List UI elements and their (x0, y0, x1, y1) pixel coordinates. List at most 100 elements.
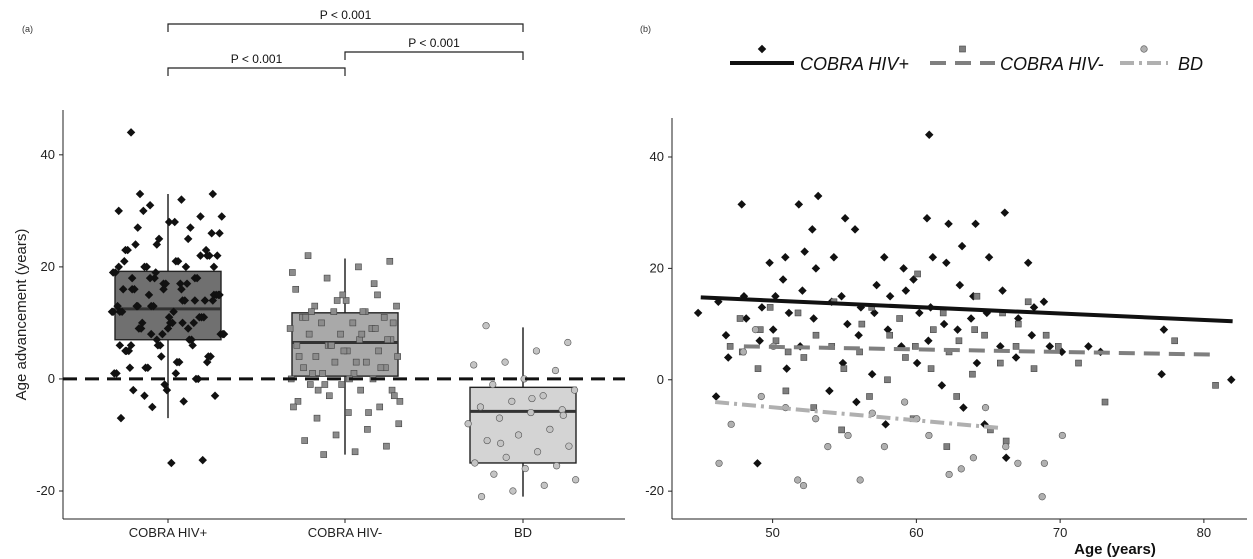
point-bd (509, 487, 517, 495)
point-hivneg (290, 403, 297, 411)
point-bd (540, 481, 548, 489)
scatter-point-diamond (1045, 342, 1054, 351)
point-bd (527, 408, 535, 417)
scatter-point-diamond (881, 420, 890, 429)
scatter-point-square (896, 315, 903, 322)
point-bd (521, 464, 529, 473)
legend-label: COBRA HIV- (1000, 54, 1104, 74)
point-hivpos (198, 455, 207, 465)
scatter-point-diamond (959, 403, 968, 412)
point-bd (528, 394, 536, 403)
scatter-point-diamond (1023, 258, 1033, 268)
point-bd (476, 403, 485, 411)
point-hivpos (207, 229, 216, 238)
point-hivpos (159, 285, 168, 294)
point-hivpos (152, 335, 162, 344)
point-hivneg (321, 381, 329, 388)
point-hivneg (328, 342, 335, 349)
point-hivneg (389, 319, 397, 327)
point-hivpos (112, 369, 121, 378)
point-hivneg (394, 353, 401, 360)
point-hivpos (202, 357, 212, 367)
point-hivneg (337, 330, 344, 338)
point-hivpos (115, 341, 125, 350)
point-hivpos (146, 329, 156, 339)
legend-label: BD (1178, 54, 1203, 74)
point-bd (495, 414, 504, 422)
point-hivneg (294, 398, 302, 405)
scatter-point-square (884, 376, 891, 384)
point-hivneg (289, 269, 296, 276)
x-tick-label-b: 70 (1053, 525, 1067, 540)
scatter-point-diamond (984, 252, 994, 262)
point-bd (559, 411, 567, 419)
scatter-point-diamond (1014, 314, 1023, 323)
point-hivpos (178, 318, 187, 328)
point-hivneg (311, 302, 319, 310)
point-hivpos (133, 301, 143, 311)
box-2 (469, 386, 577, 464)
point-hivpos (176, 279, 185, 288)
point-hivneg (383, 442, 390, 450)
significance-bracket (167, 23, 524, 32)
point-hivpos (215, 290, 224, 300)
scatter-point-diamond (953, 325, 962, 334)
scatter-point-diamond (781, 252, 790, 262)
scatter-point-diamond (996, 342, 1005, 351)
point-hivpos (144, 290, 154, 300)
point-hivneg (318, 319, 325, 327)
scatter-point-diamond (966, 314, 976, 323)
point-hivneg (362, 358, 370, 366)
scatter-point-diamond (922, 214, 932, 223)
scatter-point-square (766, 304, 774, 311)
scatter-point-diamond (1000, 208, 1010, 217)
point-hivpos (164, 313, 174, 322)
scatter-point-square (1030, 365, 1038, 372)
scatter-point-diamond (850, 225, 860, 234)
point-hivpos (155, 341, 165, 350)
point-bd (552, 462, 561, 470)
scatter-point-circle (1014, 459, 1022, 467)
scatter-point-diamond (867, 369, 877, 379)
point-bd (565, 442, 573, 450)
point-hivpos (213, 251, 222, 260)
point-hivneg (293, 342, 301, 349)
scatter-point-square (927, 365, 935, 372)
scatter-point-square (794, 309, 802, 317)
scatter-point-square (1075, 359, 1082, 367)
scatter-point-square (912, 343, 919, 350)
scatter-point-circle (901, 398, 909, 406)
point-hivpos (180, 296, 190, 305)
significance-bracket (344, 51, 524, 60)
point-hivpos (157, 352, 166, 361)
point-hivneg (338, 381, 345, 388)
point-hivpos (151, 268, 160, 277)
point-bd (533, 448, 542, 456)
scatter-point-square (902, 354, 909, 361)
point-hivpos (121, 346, 130, 356)
point-hivpos (123, 245, 132, 255)
point-hivpos (135, 189, 145, 199)
scatter-point-diamond (765, 258, 774, 268)
point-hivpos (136, 324, 146, 333)
scatter-point-square (1054, 343, 1062, 350)
point-hivneg (340, 347, 348, 355)
scatter-point-square (1012, 343, 1020, 350)
scatter-point-diamond (825, 386, 834, 396)
point-hivneg (308, 308, 315, 315)
scatter-point-square (1042, 331, 1050, 339)
point-hivneg (313, 414, 321, 422)
scatter-point-square (969, 370, 976, 378)
scatter-point-circle (925, 431, 933, 440)
point-hivpos (143, 363, 153, 372)
point-hivpos (192, 273, 202, 283)
scatter-point-diamond (901, 286, 911, 295)
scatter-point-diamond (912, 358, 922, 368)
point-hivneg (393, 302, 400, 310)
scatter-point-diamond (1157, 369, 1166, 379)
scatter-point-diamond (1227, 375, 1236, 385)
scatter-point-diamond (924, 130, 934, 139)
scatter-point-square (981, 331, 988, 339)
scatter-point-diamond (721, 330, 731, 340)
